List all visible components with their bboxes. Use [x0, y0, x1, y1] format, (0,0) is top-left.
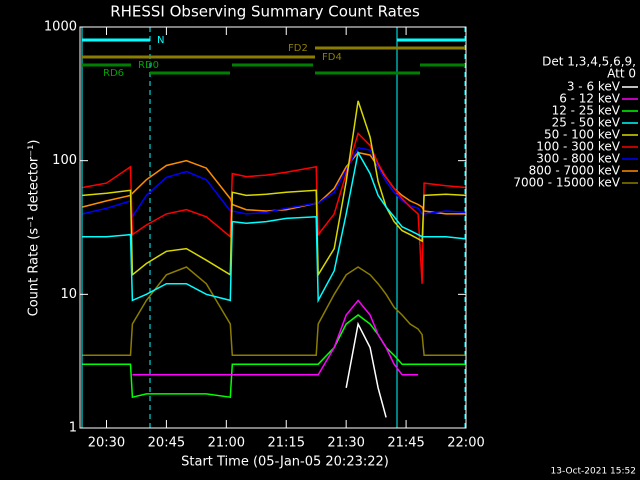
series-group — [82, 100, 467, 418]
series-line — [132, 299, 419, 376]
x-tick-label: 21:30 — [327, 436, 364, 451]
legend-label: 7000 - 15000 keV — [513, 176, 620, 190]
legend-label: 300 - 800 keV — [536, 152, 620, 166]
x-tick-label: 20:30 — [88, 436, 125, 451]
legend-title: Att 0 — [607, 67, 636, 81]
series-line — [345, 321, 387, 418]
series-line — [82, 146, 467, 219]
x-tick-label: 21:15 — [268, 436, 305, 451]
legend-title: Det 1,3,4,5,6,9, — [542, 55, 636, 69]
legend-label: 25 - 50 keV — [552, 116, 621, 130]
y-tick-label: 10 — [60, 287, 77, 302]
legend-label: 100 - 300 keV — [536, 140, 620, 154]
x-tick-label: 21:45 — [387, 436, 424, 451]
x-tick-label: 22:00 — [447, 436, 484, 451]
legend-label: 12 - 25 keV — [552, 104, 621, 118]
x-tick-label: 20:45 — [148, 436, 185, 451]
legend-label: 3 - 6 keV — [567, 80, 621, 94]
y-tick-label: 1 — [69, 421, 77, 436]
annotation: RD0 — [138, 60, 159, 71]
series-line — [82, 266, 466, 357]
series-line — [82, 314, 466, 399]
series-line — [82, 150, 467, 304]
chart-title: RHESSI Observing Summary Count Rates — [110, 3, 420, 21]
series-line — [82, 131, 467, 284]
annotation: RD6 — [103, 68, 124, 79]
y-tick-label: 100 — [52, 153, 77, 168]
legend-label: 50 - 100 keV — [544, 128, 621, 142]
annotation: FD2 — [288, 43, 308, 54]
footer: 13-Oct-2021 15:52 — [551, 467, 636, 477]
state-bars — [82, 38, 465, 75]
x-axis-label: Start Time (05-Jan-05 20:23:22) — [181, 455, 389, 470]
plot-frame — [79, 26, 467, 429]
y-axis-label: Count Rate (s⁻¹ detector⁻¹) — [27, 140, 42, 317]
annotation: FD4 — [322, 52, 342, 63]
x-tick-label: 21:00 — [208, 436, 245, 451]
legend-label: 6 - 12 keV — [559, 92, 621, 106]
legend-label: 800 - 7000 keV — [529, 164, 621, 178]
y-tick-label: 1000 — [44, 20, 77, 35]
annotation: N — [157, 35, 164, 46]
